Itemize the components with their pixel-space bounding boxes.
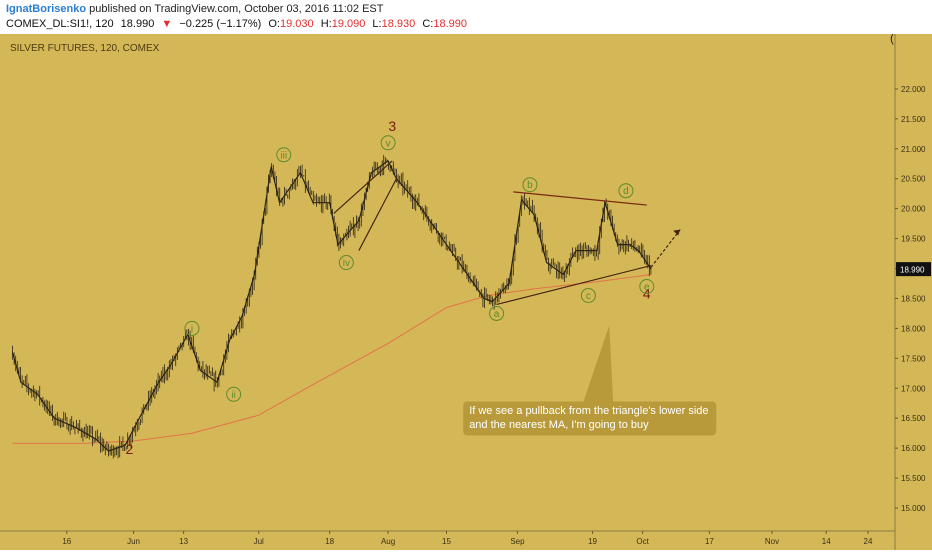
wave-label-major: 3 bbox=[388, 118, 396, 134]
x-tick-label: 15 bbox=[442, 537, 451, 546]
x-tick-label: Aug bbox=[381, 537, 395, 546]
x-tick-label: 16 bbox=[62, 537, 71, 546]
wave-label-circle bbox=[580, 287, 596, 303]
y-tick-label: 21.000 bbox=[901, 145, 926, 154]
y-tick-label: 20.500 bbox=[901, 175, 926, 184]
open-label: O: bbox=[268, 18, 280, 30]
y-tick-label: 15.000 bbox=[901, 504, 926, 513]
y-tick-label: 15.500 bbox=[901, 474, 926, 483]
wave-label-circle bbox=[489, 305, 505, 321]
publisher-line: IgnatBorisenko published on TradingView.… bbox=[6, 3, 383, 15]
wave-label-minor: i bbox=[191, 324, 193, 335]
projection-arrow-line bbox=[650, 229, 681, 268]
y-tick-label: 22.000 bbox=[901, 85, 926, 94]
wave-label-minor: ii bbox=[231, 390, 235, 401]
wave-label-circle bbox=[184, 320, 200, 336]
y-tick-label: 18.000 bbox=[901, 324, 926, 333]
wedge-lower-line bbox=[358, 178, 397, 251]
x-tick-label: 19 bbox=[588, 537, 597, 546]
x-tick-label: 13 bbox=[179, 537, 188, 546]
chart-title: SILVER FUTURES, 120, COMEX bbox=[10, 43, 160, 54]
wedge-upper-line bbox=[333, 160, 393, 214]
chart-header: IgnatBorisenko published on TradingView.… bbox=[0, 0, 932, 34]
low-value: 18.930 bbox=[381, 18, 416, 30]
callout-text: If we see a pullback from the triangle's… bbox=[469, 405, 709, 432]
x-tick-label: 24 bbox=[864, 537, 873, 546]
x-tick-label: 14 bbox=[822, 537, 831, 546]
down-arrow-icon: ▼ bbox=[161, 18, 173, 30]
low-label: L: bbox=[372, 18, 382, 30]
price-axis-panel bbox=[895, 34, 932, 550]
high-value: 19.090 bbox=[331, 18, 366, 30]
wave-label-minor: c bbox=[586, 291, 591, 302]
symbol-label: COMEX_DL:SI1!, 120 bbox=[6, 18, 114, 30]
y-tick-label: 18.500 bbox=[901, 294, 926, 303]
symbol-line: COMEX_DL:SI1!, 120 18.990 ▼ −0.225 (−1.1… bbox=[6, 18, 471, 30]
y-tick-label: 20.000 bbox=[901, 205, 926, 214]
wave-label-circle bbox=[338, 255, 354, 271]
x-tick-label: 18 bbox=[325, 537, 334, 546]
wave-label-major: 2 bbox=[125, 441, 133, 457]
x-tick-label: Sep bbox=[510, 537, 525, 546]
wave-label-minor: a bbox=[494, 309, 500, 320]
wave-label-minor: v bbox=[386, 138, 391, 149]
triangle-upper-line bbox=[513, 191, 647, 206]
y-tick-label: 19.500 bbox=[901, 235, 926, 244]
chart-area[interactable]: SILVER FUTURES, 120, COMEX ( 22.000 21.50… bbox=[0, 31, 932, 550]
callout-pointer bbox=[583, 325, 614, 403]
triangle-lower-line bbox=[496, 264, 652, 306]
open-value: 19.030 bbox=[279, 18, 314, 30]
x-tick-label: Nov bbox=[765, 537, 779, 546]
scale-bracket-icon: ( bbox=[890, 34, 894, 45]
last-price: 18.990 bbox=[120, 18, 155, 30]
y-tick-label: 21.500 bbox=[901, 115, 926, 124]
x-tick-label: Jun bbox=[127, 537, 140, 546]
callout-box bbox=[463, 401, 717, 436]
price-chart[interactable]: SILVER FUTURES, 120, COMEX ( 22.000 21.50… bbox=[0, 31, 932, 550]
x-tick-label: Oct bbox=[636, 537, 649, 546]
high-label: H: bbox=[320, 18, 332, 30]
wave-label-minor: d bbox=[623, 186, 629, 197]
wave-label-circle bbox=[276, 147, 292, 163]
wave-label-minor: e bbox=[644, 282, 650, 293]
wave-label-circle bbox=[522, 177, 538, 193]
x-tick-label: Jul bbox=[254, 537, 264, 546]
y-tick-label: 16.000 bbox=[901, 444, 926, 453]
price-change: −0.225 (−1.17%) bbox=[179, 18, 262, 30]
y-tick-label: 17.500 bbox=[901, 354, 926, 363]
chart-background bbox=[0, 34, 932, 550]
wave-label-minor: iii bbox=[280, 150, 287, 161]
wave-label-circle bbox=[226, 386, 242, 402]
current-price-badge bbox=[896, 262, 931, 277]
close-label: C: bbox=[422, 18, 434, 30]
current-price-label: 18.990 bbox=[900, 266, 925, 275]
x-tick-label: 17 bbox=[705, 537, 714, 546]
author-link[interactable]: IgnatBorisenko bbox=[6, 3, 87, 15]
wave-label-minor: iv bbox=[343, 258, 350, 269]
wave-label-circle bbox=[618, 183, 634, 199]
close-value: 18.990 bbox=[433, 18, 467, 30]
y-tick-label: 16.500 bbox=[901, 414, 926, 423]
published-text: published on TradingView.com, October 03… bbox=[89, 3, 384, 15]
y-tick-label: 17.000 bbox=[901, 384, 926, 393]
projection-arrowhead bbox=[673, 229, 681, 236]
wave-label-circle bbox=[639, 278, 655, 294]
wave-label-circle bbox=[380, 135, 396, 151]
wave-label-minor: b bbox=[527, 180, 533, 191]
moving-average-line bbox=[12, 274, 652, 444]
